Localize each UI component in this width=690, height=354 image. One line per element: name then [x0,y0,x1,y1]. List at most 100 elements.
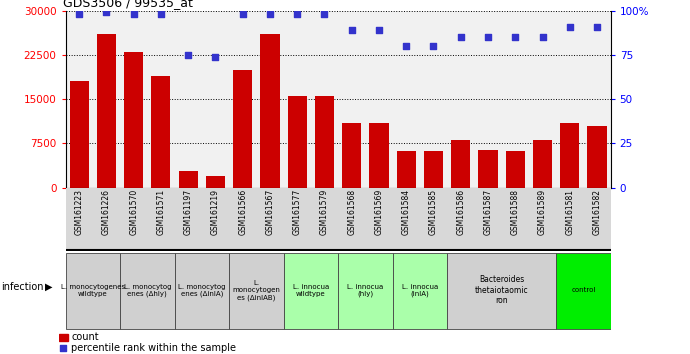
Text: L. monocytogenes
wildtype: L. monocytogenes wildtype [61,284,125,297]
Point [237,11,248,17]
Bar [560,123,580,188]
Bar [475,11,502,188]
Bar [206,176,225,188]
Point [482,34,493,40]
FancyBboxPatch shape [229,253,284,329]
Point [155,11,166,17]
FancyBboxPatch shape [338,253,393,329]
Bar [366,11,393,188]
Text: GSM161589: GSM161589 [538,189,547,235]
FancyBboxPatch shape [556,253,611,329]
Text: GSM161587: GSM161587 [484,189,493,235]
FancyBboxPatch shape [175,253,229,329]
Point [428,43,439,49]
Point [128,11,139,17]
Text: GSM161566: GSM161566 [238,189,247,235]
Bar [533,141,552,188]
FancyBboxPatch shape [393,253,447,329]
Text: GSM161579: GSM161579 [320,189,329,235]
Text: GSM161581: GSM161581 [565,189,574,235]
Text: count: count [71,332,99,342]
Text: GSM161582: GSM161582 [593,189,602,235]
FancyBboxPatch shape [120,253,175,329]
Bar [342,123,362,188]
Bar [397,151,416,188]
Text: GSM161197: GSM161197 [184,189,193,235]
Point [183,52,194,58]
Bar [260,34,279,188]
Text: GSM161585: GSM161585 [429,189,438,235]
Text: GDS3506 / 99535_at: GDS3506 / 99535_at [63,0,193,10]
Bar [420,11,447,188]
Point [319,11,330,17]
Bar [70,81,89,188]
Bar [424,151,443,188]
Text: GSM161567: GSM161567 [266,189,275,235]
Bar [529,11,556,188]
Point [591,24,602,29]
Text: GSM161577: GSM161577 [293,189,302,235]
Point [537,34,548,40]
Point [74,11,85,17]
Text: L. monocytog
enes (Δhly): L. monocytog enes (Δhly) [124,284,171,297]
Bar [92,11,120,188]
Point [101,10,112,15]
Point [292,11,303,17]
Point [455,34,466,40]
Bar [120,11,148,188]
Point [373,27,384,33]
Bar [284,11,311,188]
Point [264,11,275,17]
Text: L.
monocytogen
es (ΔinlAB): L. monocytogen es (ΔinlAB) [233,280,280,301]
Bar [124,52,144,188]
Bar [556,11,584,188]
Text: L. monocytog
enes (ΔinlA): L. monocytog enes (ΔinlA) [178,284,226,297]
Bar [502,11,529,188]
Bar [201,11,229,188]
Bar [506,151,525,188]
Bar [148,11,175,188]
Text: GSM161588: GSM161588 [511,189,520,235]
Text: L. innocua
(hly): L. innocua (hly) [347,284,384,297]
Bar [451,141,471,188]
Point [210,54,221,59]
Bar [311,11,338,188]
Bar [584,11,611,188]
Bar [393,11,420,188]
FancyBboxPatch shape [447,253,556,329]
Bar [447,11,475,188]
Text: ▶: ▶ [45,282,52,292]
Bar [587,126,607,188]
Point [564,24,575,29]
Text: L. innocua
wildtype: L. innocua wildtype [293,284,329,297]
Text: GSM161219: GSM161219 [211,189,220,235]
Text: GSM161571: GSM161571 [157,189,166,235]
Bar [151,75,170,188]
Point [401,43,412,49]
Bar [315,96,334,188]
Bar [229,11,257,188]
Text: infection: infection [1,282,43,292]
FancyBboxPatch shape [66,253,120,329]
Point [346,27,357,33]
Text: control: control [571,287,595,293]
Bar [288,96,307,188]
Point [510,34,521,40]
Text: Bacteroides
thetaiotaomic
ron: Bacteroides thetaiotaomic ron [475,275,529,305]
Text: GSM161223: GSM161223 [75,189,83,235]
Bar [175,11,201,188]
Bar [369,123,388,188]
Bar [233,70,253,188]
Bar [59,335,68,341]
Text: GSM161226: GSM161226 [102,189,111,235]
Bar [179,171,198,188]
Point [58,346,69,351]
Text: GSM161568: GSM161568 [347,189,356,235]
Bar [338,11,366,188]
Text: GSM161569: GSM161569 [375,189,384,235]
Bar [257,11,284,188]
FancyBboxPatch shape [284,253,338,329]
Bar [66,11,92,188]
Bar [97,34,116,188]
Text: GSM161584: GSM161584 [402,189,411,235]
